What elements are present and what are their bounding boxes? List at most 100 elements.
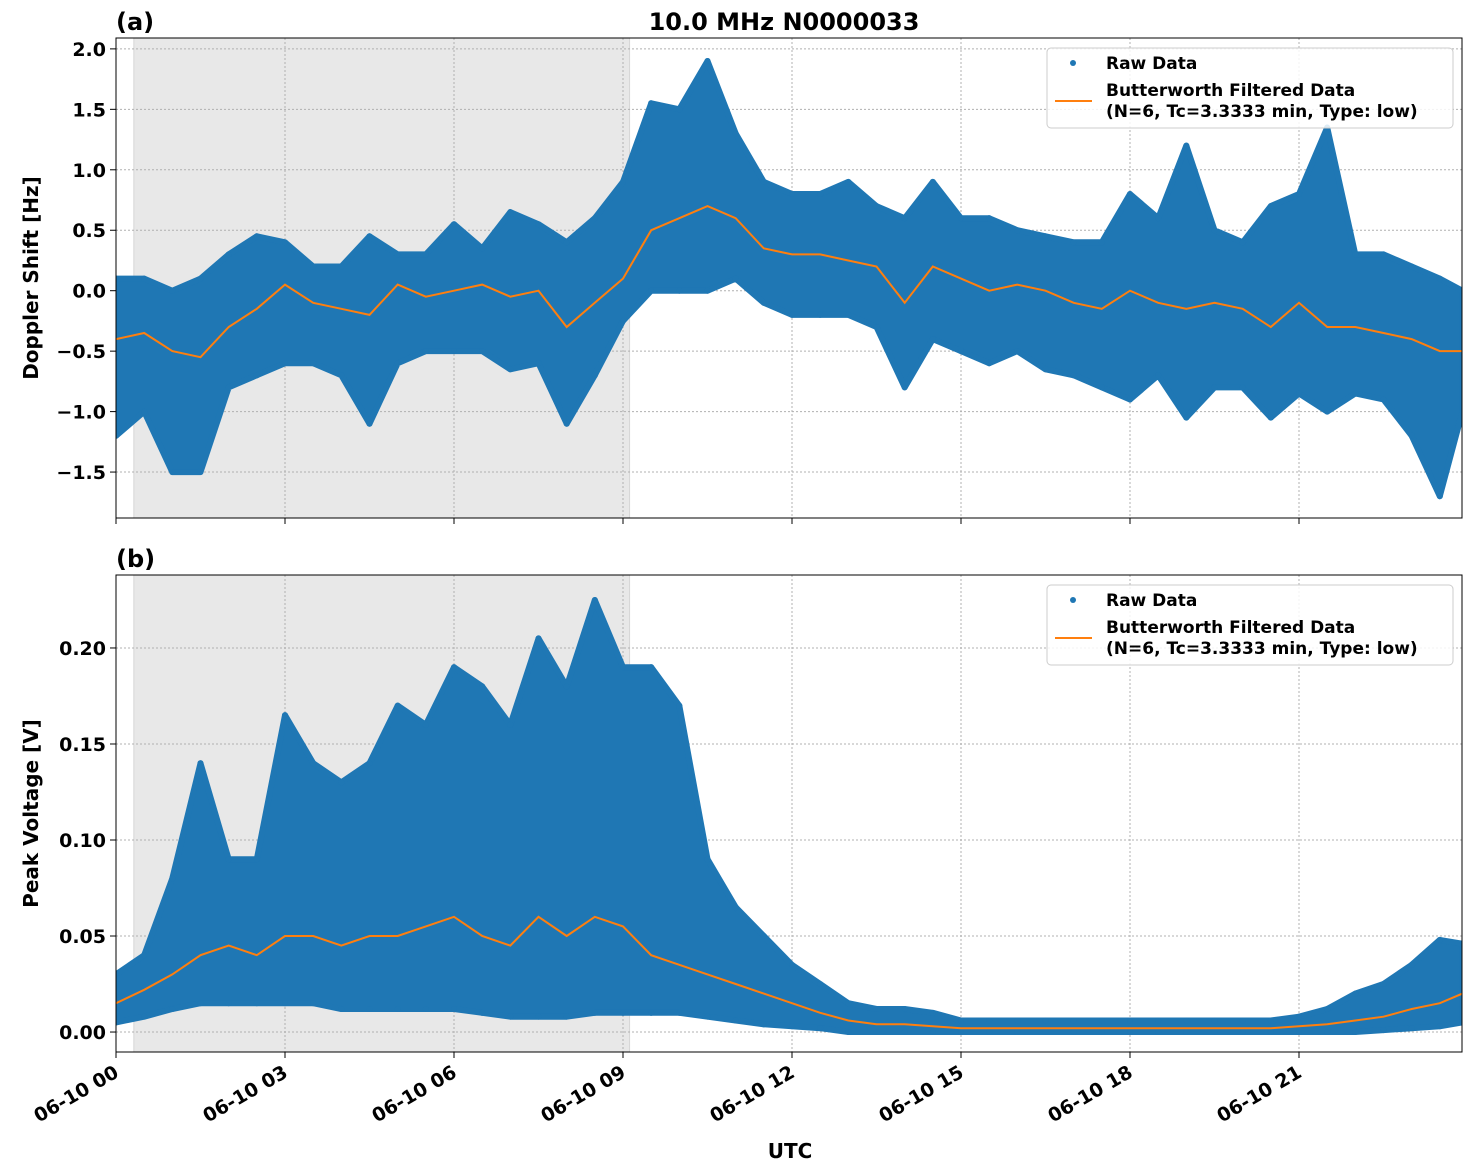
axes-frame: [115, 37, 1463, 519]
raw-data-point: [310, 263, 317, 270]
raw-data-point: [1459, 287, 1462, 294]
raw-data-point: [366, 420, 373, 427]
raw-data-point: [535, 221, 542, 228]
raw-data-point: [1183, 1017, 1190, 1024]
raw-data-point: [958, 348, 964, 355]
legend: Raw Data Butterworth Filtered Data(N=6, T…: [1046, 584, 1454, 666]
raw-data-point: [535, 635, 542, 642]
raw-data-point: [1183, 414, 1190, 421]
raw-data-point: [901, 1029, 908, 1036]
raw-data-point: [1127, 396, 1133, 403]
raw-data-point: [310, 1000, 317, 1007]
raw-data-point: [704, 856, 711, 863]
raw-data-point: [197, 469, 204, 476]
raw-data-point: [929, 1029, 936, 1036]
legend-label-filtered-params: (N=6, Tc=3.3333 min, Type: low): [1106, 639, 1418, 659]
raw-data-point: [197, 1000, 204, 1007]
raw-data-point: [789, 311, 795, 318]
raw-data-point: [535, 360, 542, 367]
raw-data-point: [648, 664, 655, 671]
raw-data-point: [1352, 1029, 1359, 1036]
raw-data-point: [873, 323, 880, 330]
raw-data-point: [676, 702, 683, 709]
raw-data-point: [1014, 1029, 1021, 1036]
raw-data-point: [873, 203, 880, 210]
raw-data-point: [479, 245, 486, 252]
raw-data-point: [116, 275, 119, 282]
raw-data-point: [929, 178, 936, 185]
raw-data-point: [1408, 1025, 1415, 1032]
raw-data-point: [704, 287, 711, 294]
raw-data-point: [1014, 227, 1021, 234]
raw-data-point: [1436, 275, 1443, 282]
raw-data-point: [1380, 396, 1387, 403]
raw-data-point: [704, 57, 711, 64]
y-tick-label: 0.05: [59, 926, 106, 948]
raw-data-point: [366, 760, 373, 767]
raw-data-point: [1239, 1017, 1246, 1024]
raw-data-point: [1155, 1029, 1162, 1036]
raw-data-point: [648, 287, 655, 294]
raw-data-point: [929, 1009, 936, 1016]
raw-data-point: [479, 683, 486, 690]
legend-label-raw: Raw Data: [1106, 54, 1197, 74]
raw-data-point: [901, 1005, 908, 1012]
raw-data-point: [1183, 1029, 1190, 1036]
raw-data-point: [873, 1005, 880, 1012]
raw-data-point: [225, 1000, 232, 1007]
raw-data-point: [648, 1009, 655, 1016]
y-tick-label: 1.5: [72, 99, 106, 121]
raw-data-point: [620, 178, 626, 185]
y-tick-label: 2.0: [72, 39, 106, 61]
raw-data-point: [563, 1013, 570, 1020]
raw-data-point: [1380, 981, 1387, 988]
raw-data-point: [422, 721, 429, 728]
raw-data-point: [901, 384, 908, 391]
raw-data-point: [1324, 408, 1331, 415]
raw-data-point: [986, 215, 993, 222]
raw-data-point: [451, 221, 457, 228]
raw-data-point: [1436, 493, 1443, 500]
raw-data-point: [1070, 1017, 1077, 1024]
raw-data-point: [1155, 215, 1162, 222]
raw-data-point: [1296, 1029, 1302, 1036]
panel-label: (b): [116, 545, 155, 573]
plot-area: [116, 596, 1462, 1036]
raw-data-point: [338, 1005, 345, 1012]
legend-marker-raw: [1070, 60, 1076, 66]
legend-label-filtered: Butterworth Filtered Data: [1106, 618, 1355, 638]
raw-data-point: [817, 1025, 824, 1032]
raw-data-point: [817, 311, 824, 318]
raw-data-point: [732, 904, 739, 911]
raw-data-point: [1070, 372, 1077, 379]
raw-data-point: [169, 469, 176, 476]
raw-data-point: [1042, 366, 1049, 373]
legend-label-raw: Raw Data: [1106, 591, 1197, 611]
raw-data-point: [1070, 1029, 1077, 1036]
raw-data-point: [116, 971, 119, 978]
raw-data-point: [845, 1000, 852, 1007]
panel-b: 0.00 0.05 0.10 0.15 0.20 (b) Peak Voltage [V] R…: [19, 545, 1463, 1058]
legend-box: [1046, 47, 1454, 129]
raw-data-point: [620, 664, 626, 671]
raw-data-point: [986, 360, 993, 367]
raw-data-point: [1352, 251, 1359, 258]
x-tick-label: 06-10 18: [1044, 1061, 1136, 1127]
y-axis-label: Peak Voltage [V]: [19, 719, 43, 908]
raw-data-point: [1127, 190, 1133, 197]
raw-data-point: [929, 336, 936, 343]
raw-data-point: [1014, 348, 1021, 355]
raw-data-point: [901, 215, 908, 222]
raw-data-point: [1324, 1029, 1331, 1036]
raw-data-point: [507, 721, 514, 728]
raw-data-point: [1436, 1023, 1443, 1030]
y-tick-label: −1.0: [56, 402, 106, 424]
raw-data-point: [958, 1029, 964, 1036]
raw-data-point: [394, 1005, 401, 1012]
raw-data-point: [1127, 1017, 1133, 1024]
raw-data-point: [422, 348, 429, 355]
raw-data-point: [197, 275, 204, 282]
raw-data-point: [253, 233, 260, 240]
raw-data-point: [591, 596, 598, 603]
